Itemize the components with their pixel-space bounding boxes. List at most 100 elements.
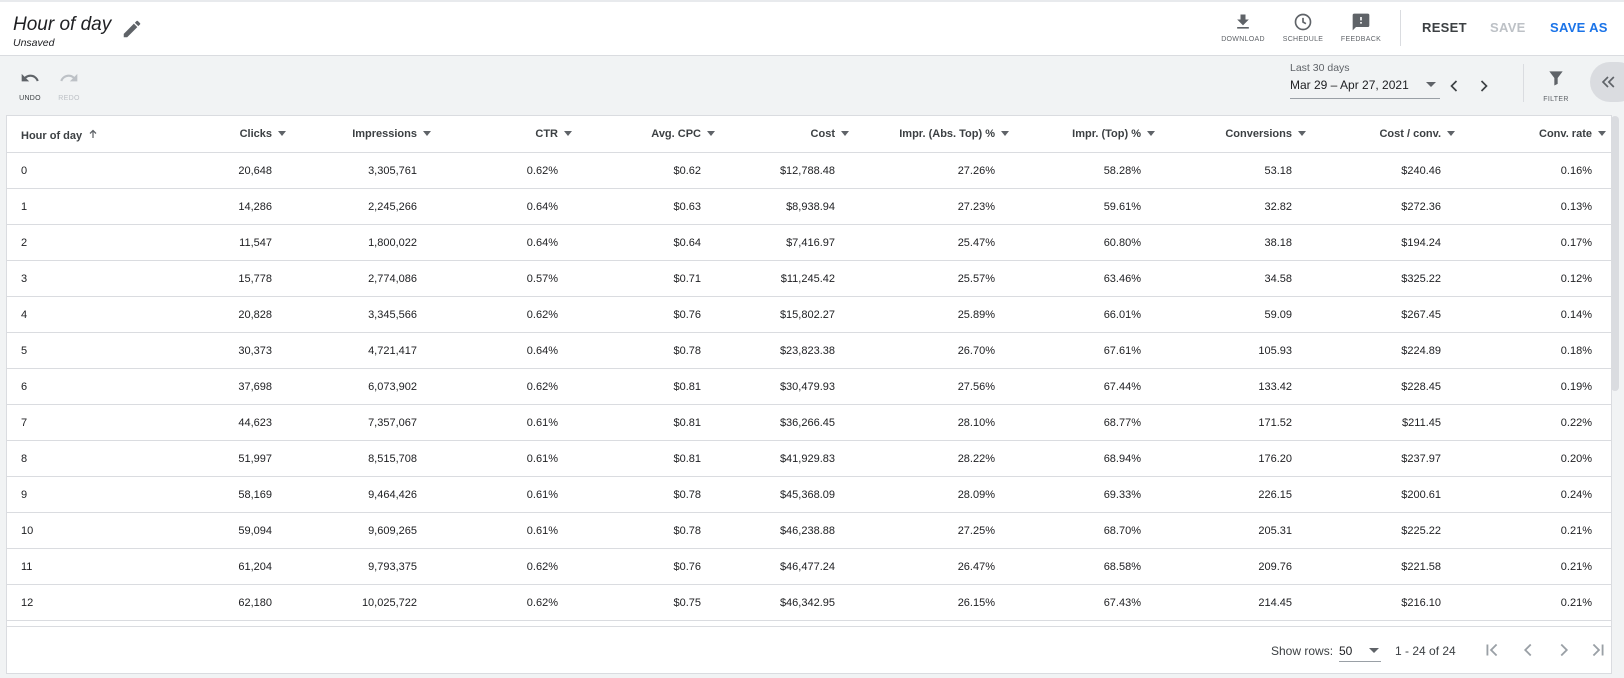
table-cell-conversions: 59.09 — [1264, 309, 1292, 321]
table-cell-cost-per-conv: $225.22 — [1401, 525, 1441, 537]
table-cell-avg-cpc: $0.71 — [673, 273, 701, 285]
chevron-left-icon[interactable] — [1444, 76, 1464, 96]
table-row[interactable]: 2 11,547 1,800,022 0.64% $0.64 $7,416.97 25.47… — [7, 225, 1611, 261]
column-header-conversions[interactable]: Conversions — [1225, 128, 1306, 140]
table-cell-cost: $46,238.88 — [779, 525, 835, 537]
previous-page-icon[interactable] — [1517, 639, 1539, 661]
schedule-label: SCHEDULE — [1282, 36, 1324, 43]
table-cell-impr-abs-top: 28.22% — [957, 453, 995, 465]
table-cell-avg-cpc: $0.81 — [673, 381, 701, 393]
table-row[interactable]: 7 44,623 7,357,067 0.61% $0.81 $36,266.45 28.1… — [7, 405, 1611, 441]
pagination-bar: Show rows: 50 1 - 24 of 24 — [7, 626, 1611, 673]
table-row[interactable]: 0 20,648 3,305,761 0.62% $0.62 $12,788.48 27.2… — [7, 153, 1611, 189]
undo-label: UNDO — [19, 95, 41, 102]
download-label: DOWNLOAD — [1221, 36, 1265, 43]
column-header-impr-abs-top[interactable]: Impr. (Abs. Top) % — [899, 128, 1009, 140]
column-header-conv-rate[interactable]: Conv. rate — [1539, 128, 1606, 140]
date-range-caption: Last 30 days — [1290, 62, 1350, 74]
collapse-panel-button[interactable] — [1590, 62, 1624, 102]
table-cell-impr-abs-top: 27.25% — [957, 525, 995, 537]
table-cell-clicks: 15,778 — [238, 273, 272, 285]
chevron-right-icon[interactable] — [1474, 76, 1494, 96]
next-page-icon[interactable] — [1553, 639, 1575, 661]
column-header-cost[interactable]: Cost — [811, 128, 849, 140]
table-row[interactable]: 3 15,778 2,774,086 0.57% $0.71 $11,245.42 25.5… — [7, 261, 1611, 297]
pencil-icon[interactable] — [121, 18, 143, 40]
table-cell-conversions: 133.42 — [1258, 381, 1292, 393]
caret-down-icon — [278, 131, 286, 136]
table-row[interactable]: 5 30,373 4,721,417 0.64% $0.78 $23,823.38 26.7… — [7, 333, 1611, 369]
table-cell-cost: $41,929.83 — [779, 453, 835, 465]
feedback-icon — [1352, 13, 1370, 31]
column-header-hour-of-day[interactable]: Hour of day — [21, 128, 99, 142]
sort-ascending-icon — [89, 129, 97, 138]
table-row[interactable]: 1 14,286 2,245,266 0.64% $0.63 $8,938.94 27.23… — [7, 189, 1611, 225]
last-page-icon[interactable] — [1587, 639, 1609, 661]
caret-down-icon — [1147, 131, 1155, 136]
table-cell-impr-abs-top: 25.89% — [957, 309, 995, 321]
column-header-clicks[interactable]: Clicks — [240, 128, 286, 140]
reset-button[interactable]: RESET — [1422, 20, 1467, 35]
table-cell-avg-cpc: $0.64 — [673, 237, 701, 249]
table-cell-cost: $11,245.42 — [780, 273, 835, 285]
pagination-range: 1 - 24 of 24 — [1395, 644, 1456, 658]
redo-button[interactable]: REDO — [51, 68, 87, 102]
table-cell-ctr: 0.61% — [526, 489, 558, 501]
table-cell-impressions: 10,025,722 — [361, 597, 417, 609]
date-range-select[interactable]: Mar 29 – Apr 27, 2021 — [1290, 78, 1440, 99]
date-range-value: Mar 29 – Apr 27, 2021 — [1290, 78, 1409, 92]
column-header-impressions[interactable]: Impressions — [352, 128, 431, 140]
table-cell-ctr: 0.62% — [526, 597, 558, 609]
column-header-cost-per-conv[interactable]: Cost / conv. — [1379, 128, 1455, 140]
table-row[interactable]: 4 20,828 3,345,566 0.62% $0.76 $15,802.27 25.8… — [7, 297, 1611, 333]
table-cell-cost-per-conv: $228.45 — [1401, 381, 1441, 393]
table-cell-cost-per-conv: $237.97 — [1401, 453, 1441, 465]
table-cell-cost-per-conv: $194.24 — [1401, 237, 1441, 249]
table-row[interactable]: 12 62,180 10,025,722 0.62% $0.75 $46,342.95 26… — [7, 585, 1611, 621]
table-cell-conv-rate: 0.19% — [1560, 381, 1592, 393]
table-row[interactable]: 8 51,997 8,515,708 0.61% $0.81 $41,929.83 28.2… — [7, 441, 1611, 477]
table-cell-impr-abs-top: 26.47% — [957, 561, 995, 573]
undo-button[interactable]: UNDO — [12, 68, 48, 102]
filter-button[interactable]: FILTER — [1536, 68, 1576, 103]
save-button[interactable]: SAVE — [1490, 20, 1526, 35]
table-cell-conv-rate: 0.18% — [1560, 345, 1592, 357]
table-cell-avg-cpc: $0.75 — [673, 597, 701, 609]
caret-down-icon — [423, 131, 431, 136]
table-cell-impressions: 3,305,761 — [368, 165, 417, 177]
table-row[interactable]: 11 61,204 9,793,375 0.62% $0.76 $46,477.24 26.… — [7, 549, 1611, 585]
table-cell-cost-per-conv: $216.10 — [1401, 597, 1441, 609]
table-cell-cost-per-conv: $325.22 — [1401, 273, 1441, 285]
table-cell-impr-abs-top: 25.57% — [957, 273, 995, 285]
date-range-picker[interactable]: Last 30 days Mar 29 – Apr 27, 2021 — [1290, 62, 1440, 99]
vertical-scrollbar[interactable] — [1611, 116, 1619, 391]
rows-per-page-select[interactable]: 50 — [1339, 640, 1381, 662]
table-row[interactable]: 6 37,698 6,073,902 0.62% $0.81 $30,479.93 27.5… — [7, 369, 1611, 405]
table-cell-hour-of-day: 0 — [21, 165, 28, 177]
table-row[interactable]: 9 58,169 9,464,426 0.61% $0.78 $45,368.09 28.0… — [7, 477, 1611, 513]
table-cell-conversions: 171.52 — [1258, 417, 1292, 429]
report-title: Hour of day — [13, 14, 112, 35]
column-header-ctr[interactable]: CTR — [535, 128, 572, 140]
save-as-button[interactable]: SAVE AS — [1550, 20, 1608, 35]
download-button[interactable]: DOWNLOAD — [1213, 12, 1273, 43]
feedback-button[interactable]: FEEDBACK — [1331, 12, 1391, 43]
table-cell-impressions: 4,721,417 — [368, 345, 417, 357]
table-cell-impr-top: 66.01% — [1103, 309, 1141, 321]
caret-down-icon — [564, 131, 572, 136]
schedule-button[interactable]: SCHEDULE — [1273, 12, 1333, 43]
table-cell-impr-abs-top: 28.10% — [957, 417, 995, 429]
table-cell-conv-rate: 0.21% — [1560, 525, 1592, 537]
column-header-impr-top[interactable]: Impr. (Top) % — [1072, 128, 1155, 140]
table-cell-conv-rate: 0.22% — [1560, 417, 1592, 429]
column-header-avg-cpc[interactable]: Avg. CPC — [651, 128, 715, 140]
first-page-icon[interactable] — [1481, 639, 1503, 661]
table-cell-cost: $7,416.97 — [786, 237, 835, 249]
table-cell-cost: $23,823.38 — [779, 345, 835, 357]
column-header-label: Clicks — [239, 128, 272, 140]
table-cell-impressions: 9,609,265 — [368, 525, 417, 537]
table-cell-cost-per-conv: $221.58 — [1401, 561, 1441, 573]
table-cell-conv-rate: 0.21% — [1560, 597, 1592, 609]
title-block: Hour of day Unsaved — [13, 14, 141, 49]
table-row[interactable]: 10 59,094 9,609,265 0.61% $0.78 $46,238.88 27.… — [7, 513, 1611, 549]
